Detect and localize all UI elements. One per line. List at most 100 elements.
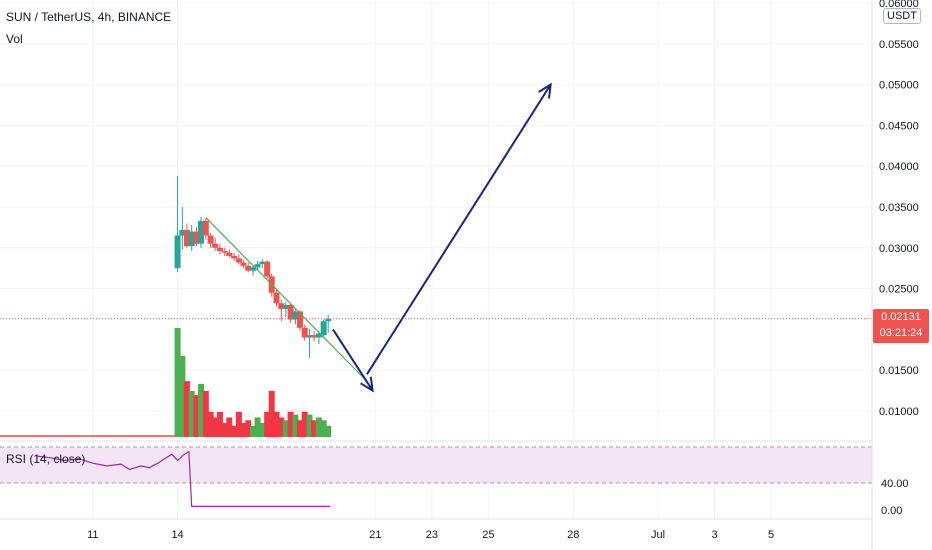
candle-body[interactable]	[306, 335, 313, 338]
candle-body[interactable]	[245, 265, 252, 271]
volume-bar	[198, 383, 205, 437]
volume-bar	[250, 425, 257, 437]
volume-bar	[292, 414, 299, 437]
price-tick-label: 0.01000	[879, 406, 919, 418]
volume-baseline-strip	[0, 435, 175, 437]
time-tick-label: 5	[768, 529, 774, 541]
candle-body[interactable]	[216, 247, 223, 252]
volume-bar	[179, 355, 186, 437]
time-tick-label: 28	[567, 529, 579, 541]
candle-body[interactable]	[183, 229, 190, 247]
rsi-tick-label: 40.00	[881, 478, 909, 490]
candle-body[interactable]	[174, 235, 181, 269]
candle-body[interactable]	[264, 261, 271, 277]
volume-bar	[174, 328, 181, 437]
candle-body[interactable]	[301, 327, 308, 338]
arrow-head-icon	[538, 82, 552, 99]
candle-body[interactable]	[240, 262, 247, 266]
candle-body[interactable]	[315, 333, 322, 338]
volume-bar	[268, 390, 275, 437]
arrow-head-icon	[360, 376, 374, 393]
candle-body[interactable]	[287, 304, 294, 320]
candle-body[interactable]	[311, 335, 318, 338]
volume-bar	[311, 420, 318, 437]
time-tick-label: 14	[171, 529, 183, 541]
candle-body[interactable]	[292, 311, 299, 320]
volume-bar	[183, 381, 190, 437]
candle-body[interactable]	[198, 220, 205, 244]
volume-bar	[254, 417, 261, 437]
candle-body[interactable]	[221, 251, 228, 253]
currency-unit-badge[interactable]: USDT	[883, 8, 921, 24]
price-tick-label: 0.02500	[879, 284, 919, 296]
volume-bar	[193, 395, 200, 437]
volume-bar	[259, 423, 266, 437]
time-tick-label: Jul	[651, 529, 665, 541]
candle-body[interactable]	[179, 229, 186, 236]
volume-bar	[226, 417, 233, 437]
time-tick-label: 3	[711, 529, 717, 541]
volume-bar	[245, 420, 252, 437]
price-tick-label: 0.05000	[879, 80, 919, 92]
candle-body[interactable]	[235, 258, 242, 263]
candle-body[interactable]	[231, 255, 238, 259]
candle-body[interactable]	[226, 252, 233, 256]
candle-countdown: 03:21:24	[879, 327, 923, 339]
price-tick-label: 0.03500	[879, 202, 919, 214]
candle-body[interactable]	[320, 321, 327, 336]
candle-body[interactable]	[296, 311, 303, 328]
rsi-label: RSI (14, close)	[6, 452, 86, 466]
candle-body[interactable]	[250, 267, 257, 271]
volume-bar	[264, 411, 271, 437]
up-arrow-line[interactable]	[366, 84, 552, 375]
rsi-tick-label: 0.00	[881, 505, 902, 517]
volume-bar	[188, 390, 195, 437]
candle-body[interactable]	[188, 231, 195, 247]
volume-bar	[240, 423, 247, 437]
candle-body[interactable]	[212, 243, 219, 248]
candle-body[interactable]	[278, 303, 285, 309]
volume-bar	[301, 411, 308, 437]
time-tick-label: 25	[482, 529, 494, 541]
volume-bar	[320, 420, 327, 437]
candle-body[interactable]	[254, 264, 261, 268]
volume-bar	[315, 417, 322, 437]
current-price-value: 0.02131	[881, 311, 921, 323]
price-tick-label: 0.01500	[879, 365, 919, 377]
volume-bar	[216, 411, 223, 437]
symbol-title: SUN / TetherUS, 4h, BINANCE	[6, 10, 172, 24]
trendline[interactable]	[205, 217, 365, 379]
current-price-badge: 0.02131 03:21:24	[873, 309, 929, 343]
volume-bar	[325, 425, 332, 437]
volume-bar	[221, 423, 228, 437]
volume-label: Vol	[6, 32, 23, 46]
candle-body[interactable]	[193, 231, 200, 244]
volume-bar	[282, 420, 289, 437]
price-tick-label: 0.06000	[879, 0, 919, 10]
volume-bar	[202, 390, 209, 437]
volume-bar	[235, 411, 242, 437]
volume-bar	[296, 420, 303, 437]
volume-bar	[306, 414, 313, 437]
volume-bar	[287, 411, 294, 437]
candle-body[interactable]	[325, 318, 332, 322]
price-tick-label: 0.05500	[879, 39, 919, 51]
volume-bar	[278, 417, 285, 437]
volume-bar	[212, 417, 219, 437]
candle-body[interactable]	[259, 261, 266, 265]
candle-body[interactable]	[202, 220, 209, 236]
down-arrow-line[interactable]	[332, 328, 374, 392]
candle-body[interactable]	[273, 292, 280, 304]
rsi-line[interactable]	[36, 450, 331, 507]
price-tick-label: 0.03000	[879, 243, 919, 255]
rsi-band	[0, 447, 872, 483]
volume-bar	[231, 425, 238, 437]
candle-body[interactable]	[282, 304, 289, 309]
price-tick-label: 0.04500	[879, 120, 919, 132]
price-tick-label: 0.04000	[879, 161, 919, 173]
volume-bar	[207, 411, 214, 437]
time-tick-label: 11	[87, 529, 98, 541]
volume-bar	[273, 411, 280, 437]
candle-body[interactable]	[207, 235, 214, 244]
